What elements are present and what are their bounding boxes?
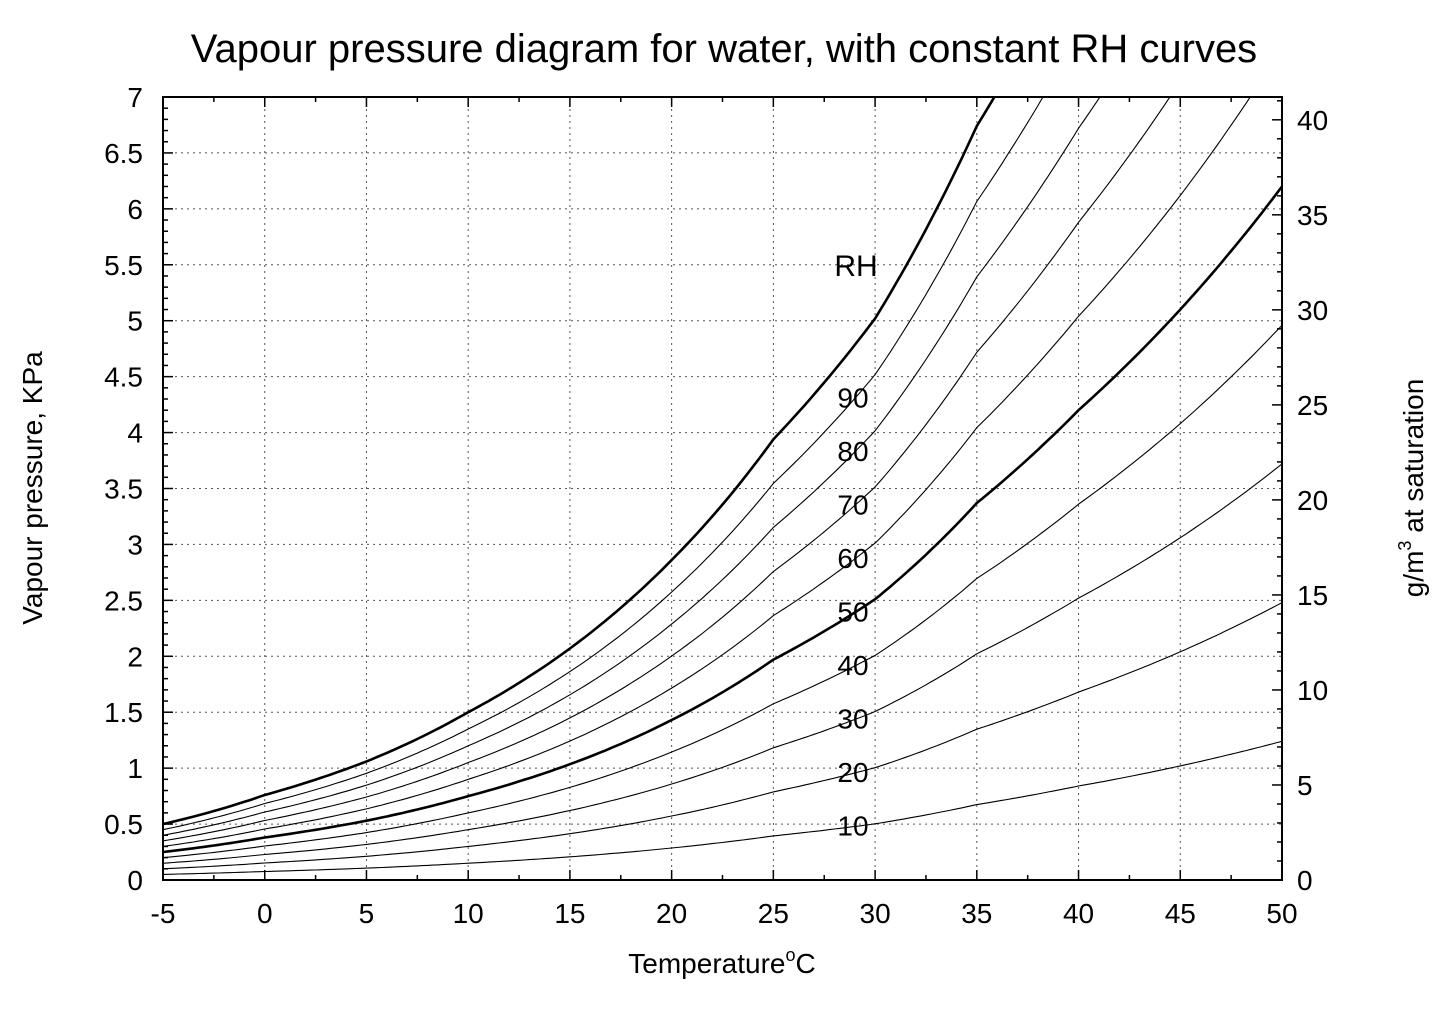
y2-tick-label: 20 [1297, 485, 1328, 516]
y-axis-title: Vapour pressure, KPa [17, 351, 48, 625]
rh-curve-40 [163, 324, 1282, 859]
rh-curve-20 [163, 602, 1282, 870]
x-tick-label: 25 [758, 898, 789, 929]
y2-axis-title-sup: 3 [1395, 541, 1415, 551]
x-tick-label: 45 [1165, 898, 1196, 929]
rh-curve-10 [163, 740, 1282, 875]
y-tick-label: 2 [127, 641, 143, 672]
rh-label-60: 60 [837, 543, 868, 574]
y2-axis-title-pre: g/m [1398, 551, 1429, 598]
y-tick-label: 1.5 [104, 697, 143, 728]
axis-ticks [162, 96, 1283, 881]
y-tick-label: 0 [127, 865, 143, 896]
y2-tick-label: 10 [1297, 675, 1328, 706]
x-tick-label: 40 [1063, 898, 1094, 929]
rh-label-70: 70 [837, 490, 868, 521]
y2-tick-label: 15 [1297, 580, 1328, 611]
y-tick-label: 5 [127, 306, 143, 337]
x-axis-title-text: Temperature [628, 948, 785, 979]
rh-curve-60 [163, 97, 1251, 847]
x-tick-label: 15 [554, 898, 585, 929]
x-axis-title: TemperatureoC [628, 945, 815, 979]
grid-lines [163, 97, 1282, 880]
rh-curve-80 [163, 97, 1101, 836]
y-tick-label: 1 [127, 753, 143, 784]
y2-tick-label: 35 [1297, 200, 1328, 231]
tick-labels: -5 0 5 10 15 20 25 30 35 40 45 5000.511.522.533.544… [104, 82, 1328, 929]
rh-label-50: 50 [837, 597, 868, 628]
x-axis-title-degree: o [785, 945, 795, 965]
rh-header-label: RH [834, 250, 877, 283]
y-tick-label: 6 [127, 194, 143, 225]
x-tick-label: 50 [1266, 898, 1297, 929]
y-tick-label: 4 [127, 418, 143, 449]
x-tick-label: 5 [359, 898, 375, 929]
y2-tick-label: 30 [1297, 295, 1328, 326]
rh-curve-90 [163, 97, 1044, 831]
y-tick-label: 5.5 [104, 250, 143, 281]
y-tick-label: 6.5 [104, 138, 143, 169]
rh-label-30: 30 [837, 704, 868, 735]
rh-curve-50 [163, 185, 1282, 854]
x-tick-label: 0 [257, 898, 273, 929]
y2-axis-title: g/m3 at saturation [1395, 379, 1429, 598]
rh-curve-100 [163, 97, 996, 826]
y-tick-label: 3 [127, 529, 143, 560]
y-tick-label: 0.5 [104, 809, 143, 840]
rh-curve-labels: 90 80 70 60 50 40 30 20 10 [837, 383, 868, 842]
y-tick-label: 3.5 [104, 474, 143, 505]
rh-curve-70 [163, 97, 1171, 842]
rh-label-80: 80 [837, 436, 868, 467]
rh-curves [163, 97, 1282, 875]
chart-title: Vapour pressure diagram for water, with … [191, 27, 1257, 71]
y2-axis-title-post: at saturation [1398, 379, 1429, 541]
rh-label-10: 10 [837, 811, 868, 842]
x-tick-label: 35 [961, 898, 992, 929]
y2-tick-label: 5 [1297, 770, 1313, 801]
y-tick-label: 2.5 [104, 585, 143, 616]
y2-tick-label: 0 [1297, 865, 1313, 896]
x-tick-label: -5 [151, 898, 176, 929]
x-tick-label: 20 [656, 898, 687, 929]
y2-tick-label: 40 [1297, 105, 1328, 136]
rh-curve-30 [163, 463, 1282, 864]
x-tick-label: 30 [860, 898, 891, 929]
rh-label-90: 90 [837, 383, 868, 414]
rh-label-40: 40 [837, 650, 868, 681]
rh-label-20: 20 [837, 757, 868, 788]
x-tick-label: 10 [453, 898, 484, 929]
x-axis-title-unit: C [795, 948, 815, 979]
y-tick-label: 7 [127, 82, 143, 113]
y2-tick-label: 25 [1297, 390, 1328, 421]
y-tick-label: 4.5 [104, 362, 143, 393]
